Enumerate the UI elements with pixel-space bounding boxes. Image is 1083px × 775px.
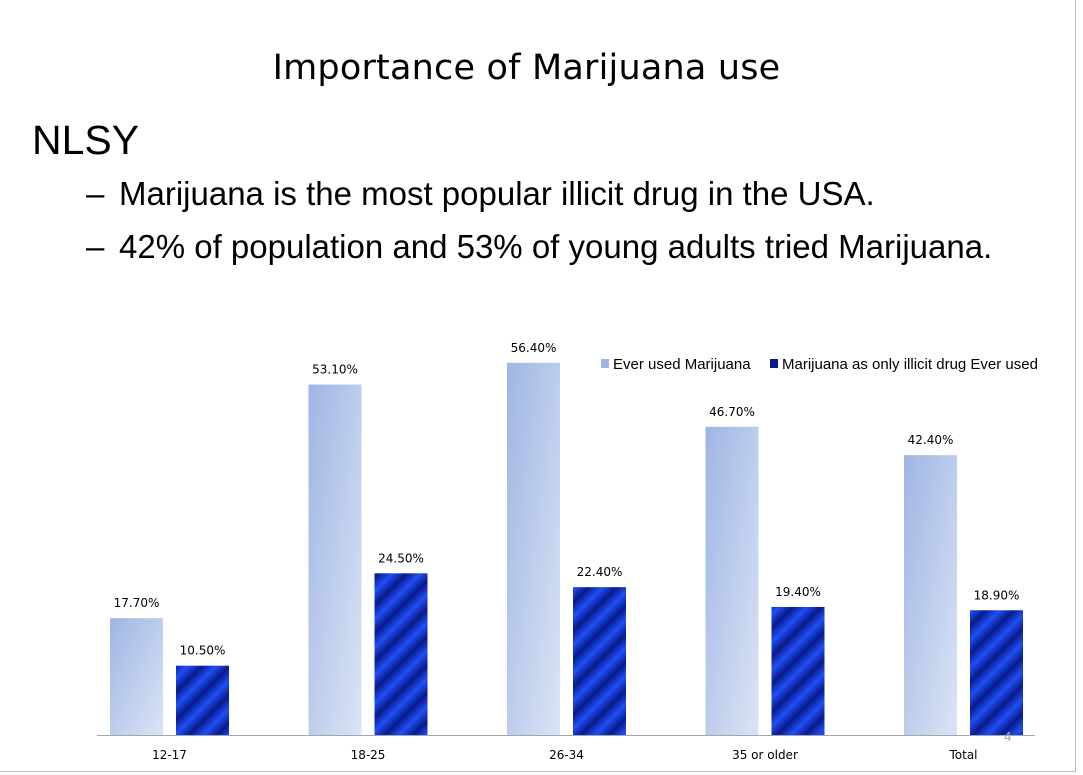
bullet-dash: – <box>86 175 105 212</box>
legend-label-ever-used: Ever used Marijuana <box>613 356 751 373</box>
data-label: 22.40% <box>577 565 623 579</box>
data-label: 24.50% <box>378 551 424 565</box>
bar-only-illicit-drug-26-34 <box>573 587 626 735</box>
bar-ever-used-26-34 <box>507 362 560 735</box>
bars-group <box>110 362 1023 735</box>
data-label: 53.10% <box>312 363 358 377</box>
bullet-item: –42% of population and 53% of young adul… <box>86 228 992 266</box>
bullet-text: 42% of population and 53% of young adult… <box>119 228 993 265</box>
data-label: 19.40% <box>775 585 821 599</box>
legend-swatch-only-illicit-drug <box>770 359 778 368</box>
page-number: 4 <box>1004 730 1012 744</box>
x-tick-label: 18-25 <box>351 748 386 762</box>
bullet-dash: – <box>86 228 105 265</box>
legend-swatch-ever-used <box>601 359 609 368</box>
bar-only-illicit-drug-12-17 <box>176 665 229 735</box>
x-tick-label: 12-17 <box>152 748 187 762</box>
bullet-text: Marijuana is the most popular illicit dr… <box>119 175 875 212</box>
bar-ever-used-total <box>904 455 957 735</box>
data-label: 17.70% <box>114 596 160 610</box>
bar-only-illicit-drug-35-or-older <box>771 606 825 735</box>
slide-heading: NLSY <box>32 117 140 163</box>
bar-only-illicit-drug-total <box>970 610 1023 735</box>
data-label: 42.40% <box>908 433 954 447</box>
x-tick-label: 26-34 <box>549 748 584 762</box>
bar-ever-used-35-or-older <box>705 426 759 735</box>
legend: Ever used Marijuana Marijuana as only ill… <box>601 356 1038 373</box>
data-labels-group: 17.70% 10.50% 53.10% 24.50% 56.40% 22.40% 46.7… <box>114 341 1020 658</box>
x-tick-label: Total <box>948 748 977 762</box>
data-label: 10.50% <box>180 644 226 658</box>
bar-only-illicit-drug-18-25 <box>374 573 428 735</box>
x-tick-labels-group: 12-17 18-25 26-34 35 or older Total <box>152 748 977 762</box>
x-tick-label: 35 or older <box>732 748 798 762</box>
data-label: 56.40% <box>511 341 557 355</box>
bar-ever-used-12-17 <box>110 618 163 735</box>
data-label: 46.70% <box>709 405 755 419</box>
legend-label-only-illicit-drug: Marijuana as only illicit drug Ever used <box>782 356 1038 373</box>
data-label: 18.90% <box>974 588 1020 602</box>
slide-title: Importance of Marijuana use <box>272 48 781 88</box>
bullet-item: – Marijuana is the most popular illicit d… <box>86 175 875 213</box>
bar-ever-used-18-25 <box>308 384 362 735</box>
